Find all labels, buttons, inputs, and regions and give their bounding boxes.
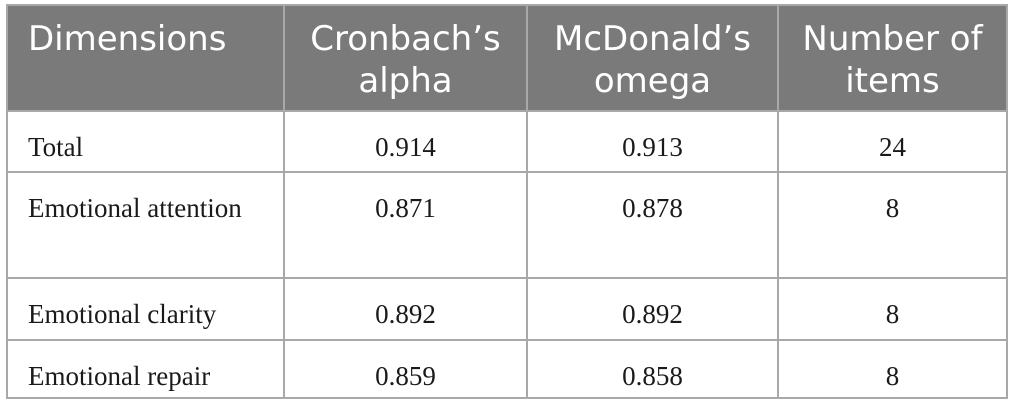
alpha-cell: 0.914	[283, 110, 528, 173]
header-mcdonalds-omega: McDonald’s omega	[526, 4, 779, 112]
header-number-of-items: Number of items	[777, 4, 1008, 112]
items-cell: 8	[777, 339, 1008, 399]
dimension-cell: Total	[6, 110, 285, 173]
dimension-cell: Emotional clarity	[6, 277, 285, 341]
table-row: Emotional repair 0.859 0.858 8	[6, 339, 1008, 399]
alpha-cell: 0.859	[283, 339, 528, 399]
reliability-table: Dimensions Cronbach’s alpha McDonald’s o…	[6, 4, 1008, 399]
table-row: Emotional attention 0.871 0.878 8	[6, 171, 1008, 279]
header-dimensions: Dimensions	[6, 4, 285, 112]
table-row: Emotional clarity 0.892 0.892 8	[6, 277, 1008, 341]
omega-cell: 0.858	[526, 339, 779, 399]
items-cell: 24	[777, 110, 1008, 173]
alpha-cell: 0.871	[283, 171, 528, 279]
omega-cell: 0.878	[526, 171, 779, 279]
table-body: Total 0.914 0.913 24 Emotional attention…	[6, 110, 1008, 399]
dimension-cell: Emotional attention	[6, 171, 285, 279]
header-cronbachs-alpha: Cronbach’s alpha	[283, 4, 528, 112]
dimension-cell: Emotional repair	[6, 339, 285, 399]
alpha-cell: 0.892	[283, 277, 528, 341]
items-cell: 8	[777, 277, 1008, 341]
table-header: Dimensions Cronbach’s alpha McDonald’s o…	[6, 4, 1008, 112]
omega-cell: 0.913	[526, 110, 779, 173]
omega-cell: 0.892	[526, 277, 779, 341]
items-cell: 8	[777, 171, 1008, 279]
table-row: Total 0.914 0.913 24	[6, 110, 1008, 173]
header-row: Dimensions Cronbach’s alpha McDonald’s o…	[6, 4, 1008, 112]
